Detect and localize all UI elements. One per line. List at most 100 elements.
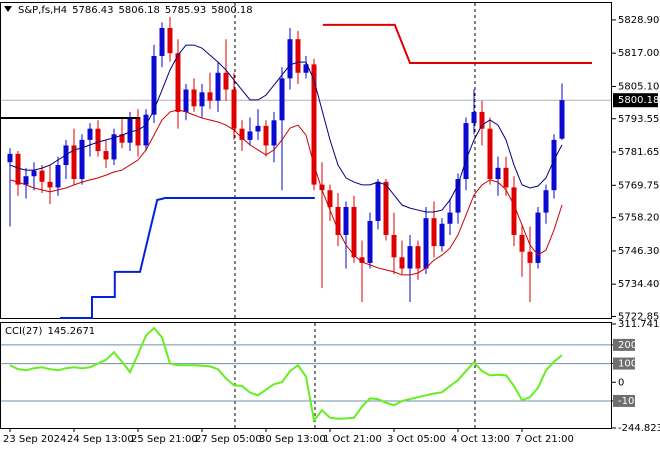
candle-body <box>415 246 421 269</box>
candle-body <box>95 128 101 152</box>
header: S&P,fs,H4 5786.43 5806.18 5785.93 5800.18 <box>18 5 253 16</box>
candle-body <box>183 89 189 112</box>
candle-body <box>103 151 109 160</box>
candle-body <box>239 128 245 140</box>
price-label-box <box>613 93 658 108</box>
candle-body <box>87 128 93 140</box>
candle-body <box>359 257 365 263</box>
candle-body <box>535 212 541 263</box>
candle-body <box>519 234 525 252</box>
candle-body <box>511 187 517 235</box>
candle-body <box>215 72 221 101</box>
level-label-box <box>613 357 635 370</box>
candle-body <box>463 123 469 180</box>
candle-body <box>471 111 477 124</box>
x-tick-label: 30 Sep 13:00 <box>259 434 326 445</box>
close: 5800.18 <box>211 5 252 16</box>
candle-body <box>15 153 21 185</box>
y-tick-label: 5828.90 <box>618 15 659 26</box>
candle-body <box>127 117 133 143</box>
candle-body <box>247 131 253 140</box>
candle-body <box>47 181 53 188</box>
x-tick-label: 3 Oct 05:00 <box>387 434 446 445</box>
candle-body <box>551 139 557 191</box>
level-label-box <box>613 394 635 407</box>
candle-body <box>495 167 501 180</box>
candle-body <box>319 184 325 191</box>
candle-body <box>487 128 493 180</box>
y-tick-label: 5722.85 <box>618 311 659 322</box>
x-tick-label: 23 Sep 2024 <box>3 434 66 445</box>
candle-body <box>327 190 333 207</box>
level-line <box>322 23 592 64</box>
y-tick-label: 311.7415 <box>618 319 660 330</box>
candle-body <box>119 134 125 143</box>
cci-line <box>9 326 563 423</box>
candle-body <box>375 181 381 221</box>
y-tick-label: 0 <box>618 377 624 388</box>
candle-body <box>175 53 181 112</box>
candle-body <box>399 257 405 269</box>
candle-body <box>39 170 45 182</box>
candle-body <box>335 206 341 235</box>
candle-body <box>527 251 533 263</box>
candle-body <box>143 114 149 146</box>
cci-panel <box>0 322 612 429</box>
x-tick-label: 25 Sep 21:00 <box>131 434 198 445</box>
candle-body <box>287 39 293 79</box>
candle-body <box>559 100 565 139</box>
y-tick-label: -244.823 <box>618 423 660 434</box>
candle-body <box>55 165 61 188</box>
candle-body <box>343 206 349 235</box>
candle-body <box>255 125 261 132</box>
y-tick-label: 5817.00 <box>618 48 659 59</box>
x-tick-label: 27 Sep 05:00 <box>195 434 262 445</box>
moving-average <box>9 109 563 276</box>
candle-body <box>303 64 309 73</box>
moving-average <box>9 44 563 213</box>
high: 5806.18 <box>119 5 160 16</box>
y-tick-label: 5781.65 <box>618 147 659 158</box>
symbol: S&P,fs,H4 <box>18 5 67 16</box>
candle-body <box>351 206 357 258</box>
cci-title: CCI(27) <box>5 326 43 337</box>
candle-body <box>295 39 301 73</box>
candle-body <box>159 28 165 56</box>
y-tick-label: 100 <box>618 359 637 370</box>
candle-body <box>31 170 37 177</box>
x-tick-label: 4 Oct 13:00 <box>451 434 510 445</box>
candle-body <box>279 78 285 121</box>
candle-body <box>167 28 173 54</box>
candle-body <box>431 218 437 247</box>
candle-body <box>135 117 141 146</box>
level-label-box <box>613 338 635 351</box>
y-tick-label: 200 <box>618 340 637 351</box>
candle-body <box>447 212 453 224</box>
candle-body <box>311 64 317 185</box>
y-tick-label: 5758.20 <box>618 213 659 224</box>
candle-body <box>271 120 277 146</box>
candle-body <box>391 234 397 258</box>
candle-body <box>455 179 461 213</box>
cci-value: 145.2671 <box>47 326 95 337</box>
open: 5786.43 <box>72 5 113 16</box>
y-tick-label: 5746.30 <box>618 246 659 257</box>
low: 5785.93 <box>165 5 206 16</box>
price-label: 5800.18 <box>618 95 659 106</box>
x-tick-label: 1 Oct 21:00 <box>323 434 382 445</box>
candle-body <box>543 190 549 213</box>
candle-body <box>231 89 237 129</box>
candle-body <box>367 220 373 263</box>
candle-body <box>71 145 77 180</box>
candle-body <box>383 181 389 235</box>
candle-body <box>199 92 205 107</box>
candle-body <box>207 92 213 101</box>
candle-body <box>263 125 269 146</box>
y-tick-label: 5734.40 <box>618 279 659 290</box>
candle-body <box>191 89 197 107</box>
candle-body <box>439 223 445 247</box>
candle-body <box>79 139 85 180</box>
candle-body <box>7 153 13 163</box>
